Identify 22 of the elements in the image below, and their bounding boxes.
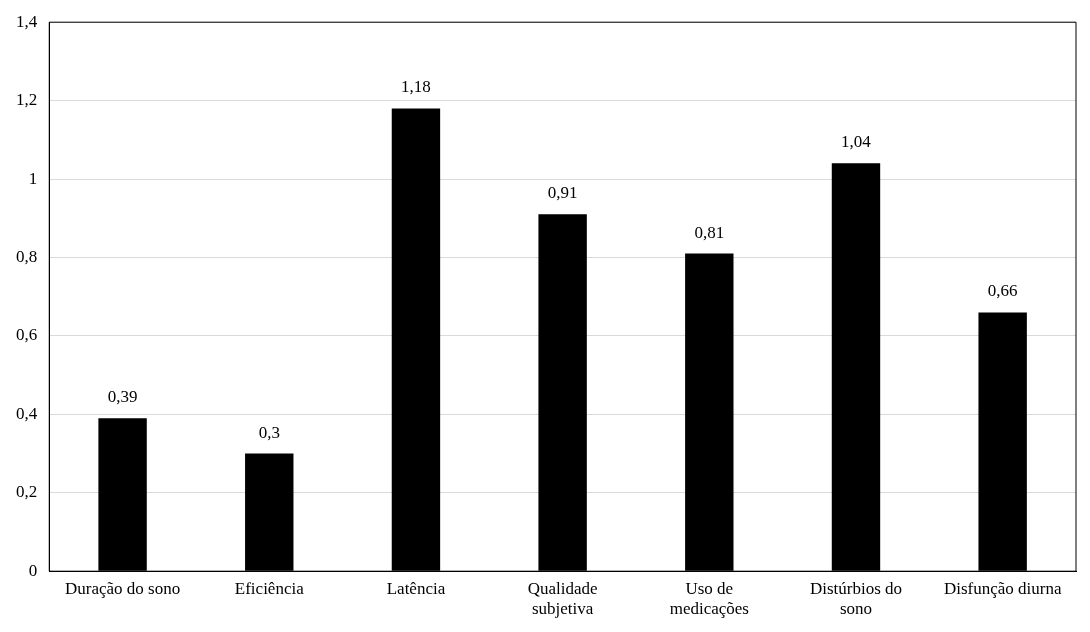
x-tick-label: Eficiência — [234, 578, 305, 598]
data-label: 0,81 — [694, 222, 725, 242]
x-tick-label: Uso de medicações — [669, 578, 749, 619]
data-label: 0,91 — [547, 183, 578, 203]
y-tick-label: 1 — [28, 168, 38, 188]
data-label: 0,66 — [987, 281, 1018, 301]
y-tick-label: 0,2 — [16, 482, 38, 502]
y-tick-label: 0,6 — [16, 325, 38, 345]
data-label: 1,18 — [401, 77, 431, 97]
data-label: 0,39 — [107, 387, 138, 407]
x-tick-label: Disfunção diurna — [943, 578, 1062, 598]
y-tick-label: 0,4 — [16, 403, 38, 423]
x-tick-label: Distúrbios do sono — [809, 578, 903, 619]
y-tick-label: 0 — [28, 560, 38, 580]
y-tick-label: 1,2 — [16, 90, 38, 110]
y-tick-label: 0,8 — [16, 246, 38, 266]
data-label: 0,3 — [258, 422, 280, 442]
x-tick-label: Qualidade subjetiva — [527, 578, 598, 619]
x-tick-label: Latência — [386, 578, 446, 598]
x-tick-label: Duração do sono — [64, 578, 181, 598]
y-tick-label: 1,4 — [16, 11, 38, 31]
data-label: 1,04 — [841, 132, 872, 152]
